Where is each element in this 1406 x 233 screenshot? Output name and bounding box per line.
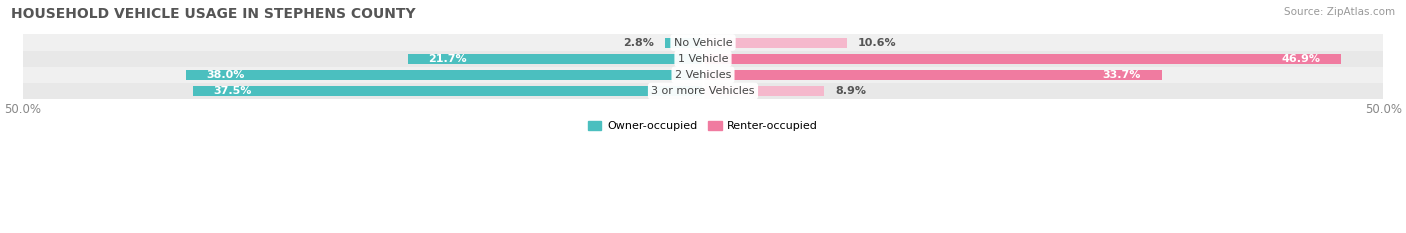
Bar: [703, 70, 1161, 80]
Text: 37.5%: 37.5%: [214, 86, 252, 96]
Text: Source: ZipAtlas.com: Source: ZipAtlas.com: [1284, 7, 1395, 17]
Bar: [22, 67, 1384, 83]
Bar: [193, 86, 703, 96]
Text: 1 Vehicle: 1 Vehicle: [678, 54, 728, 64]
Text: 46.9%: 46.9%: [1282, 54, 1320, 64]
Text: 38.0%: 38.0%: [207, 70, 245, 80]
Bar: [408, 54, 703, 64]
Bar: [703, 86, 824, 96]
Bar: [703, 38, 848, 48]
Text: No Vehicle: No Vehicle: [673, 38, 733, 48]
Text: 3 or more Vehicles: 3 or more Vehicles: [651, 86, 755, 96]
Bar: [703, 54, 1341, 64]
Text: 33.7%: 33.7%: [1102, 70, 1142, 80]
Text: 2 Vehicles: 2 Vehicles: [675, 70, 731, 80]
Bar: [665, 38, 703, 48]
Text: HOUSEHOLD VEHICLE USAGE IN STEPHENS COUNTY: HOUSEHOLD VEHICLE USAGE IN STEPHENS COUN…: [11, 7, 416, 21]
Legend: Owner-occupied, Renter-occupied: Owner-occupied, Renter-occupied: [583, 116, 823, 136]
Bar: [22, 51, 1384, 67]
Bar: [186, 70, 703, 80]
Bar: [22, 83, 1384, 99]
Text: 2.8%: 2.8%: [623, 38, 654, 48]
Text: 10.6%: 10.6%: [858, 38, 897, 48]
Text: 8.9%: 8.9%: [835, 86, 866, 96]
Text: 21.7%: 21.7%: [429, 54, 467, 64]
Bar: [22, 34, 1384, 51]
